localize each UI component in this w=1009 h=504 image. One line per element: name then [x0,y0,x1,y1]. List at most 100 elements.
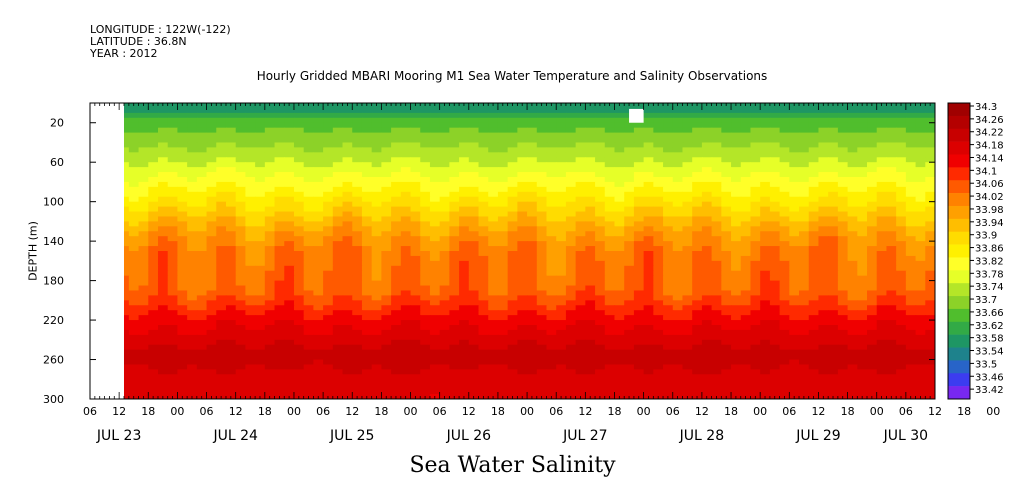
heatmap-cell [128,315,140,321]
heatmap-cell [692,211,703,218]
heatmap-cell [867,137,878,144]
heatmap-cell [264,226,276,232]
heatmap-cell [779,117,790,124]
heatmap-cell [420,147,431,153]
heatmap-cell [468,310,480,316]
heatmap-cell [896,305,907,311]
heatmap-cell [546,206,557,213]
heatmap-cell [740,162,752,168]
heatmap-cell [371,270,382,277]
heatmap-cell [225,255,237,262]
heatmap-cell [352,384,363,390]
heatmap-cell [565,231,577,237]
heatmap-cell [429,369,441,375]
heatmap-cell [565,255,577,262]
heatmap-cell [808,107,820,114]
heatmap-cell [206,186,217,193]
heatmap-cell [682,137,693,144]
heatmap-cell [799,305,810,311]
heatmap-cell [177,310,188,316]
heatmap-cell [536,251,548,257]
heatmap-cell [128,211,140,218]
heatmap-cell [468,236,480,242]
heatmap-cell [235,325,246,331]
heatmap-cell [876,379,888,385]
heatmap-cell [624,374,635,380]
heatmap-cell [556,186,567,193]
heatmap-cell [420,325,431,331]
heatmap-cell [264,260,276,267]
heatmap-cell [808,177,820,183]
heatmap-cell [527,122,538,129]
heatmap-cell [857,117,868,124]
heatmap-cell [332,162,344,168]
heatmap-cell [692,122,703,129]
heatmap-cell [731,142,742,148]
heatmap-cell [429,300,441,306]
heatmap-cell [235,260,246,267]
heatmap-cell [896,107,907,114]
heatmap-cell [216,329,227,336]
heatmap-cell [439,300,450,306]
heatmap-cell [488,285,499,292]
heatmap-cell [769,152,781,158]
heatmap-cell [585,137,596,144]
heatmap-cell [847,112,858,119]
heatmap-cell [391,231,402,237]
heatmap-cell [245,325,256,331]
heatmap-cell [672,231,684,237]
heatmap-cell [507,152,518,158]
heatmap-cell [867,231,878,237]
heatmap-cell [206,369,217,375]
heatmap-cell [342,206,353,213]
heatmap-cell [235,285,246,292]
heatmap-cell [837,265,849,272]
heatmap-cell [488,191,499,198]
heatmap-cell [293,295,305,301]
heatmap-cell [731,310,742,316]
heatmap-cell [284,344,295,351]
heatmap-cell [371,334,382,341]
heatmap-cell [663,280,674,287]
heatmap-cell [293,354,305,361]
heatmap-cell [313,315,324,321]
heatmap-cell [420,112,431,119]
heatmap-cell [624,147,635,153]
heatmap-cell [449,310,460,316]
heatmap-cell [303,290,314,296]
heatmap-cell [925,295,935,301]
heatmap-cell [546,359,557,366]
heatmap-cell [643,339,654,346]
heatmap-cell [313,295,324,301]
heatmap-cell [527,300,538,306]
heatmap-cell [167,177,179,183]
heatmap-cell [905,236,917,242]
heatmap-cell [488,226,499,232]
heatmap-cell [886,310,897,316]
heatmap-cell [769,177,781,183]
heatmap-cell [449,374,460,380]
heatmap-cell [187,127,198,134]
heatmap-cell [915,147,926,153]
heatmap-cell [769,354,781,361]
heatmap-cell [391,186,402,193]
heatmap-cell [119,300,130,306]
heatmap-cell [274,310,285,316]
heatmap-cell [565,181,577,188]
heatmap-cell [449,305,460,311]
heatmap-cell [459,379,470,385]
heatmap-cell [517,177,528,183]
heatmap-cell [663,107,674,114]
heatmap-cell [672,305,684,311]
heatmap-cell [284,334,295,341]
heatmap-cell [293,241,305,247]
heatmap-cell [216,117,227,124]
heatmap-cell [837,246,849,252]
heatmap-cell [701,142,713,148]
heatmap-cell [449,177,460,183]
heatmap-cell [614,310,625,316]
heatmap-cell [905,216,917,222]
heatmap-cell [361,260,373,267]
heatmap-cell [507,305,518,311]
heatmap-cell [536,211,548,218]
